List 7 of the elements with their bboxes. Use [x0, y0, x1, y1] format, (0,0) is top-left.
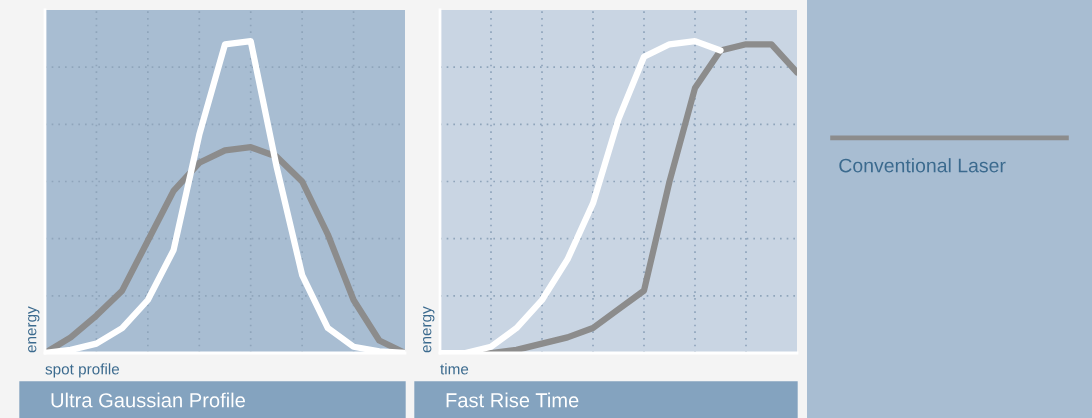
text: Conventional Laser: [839, 158, 1006, 173]
y-axis-title: energy: [28, 306, 40, 353]
text: Fast Rise Time: [446, 392, 579, 408]
text: Ultra Gaussian Profile: [51, 392, 245, 408]
y-axis-title: energy: [423, 306, 435, 353]
x-axis-title: time: [440, 363, 469, 375]
x-axis-title: spot profile: [45, 363, 120, 378]
